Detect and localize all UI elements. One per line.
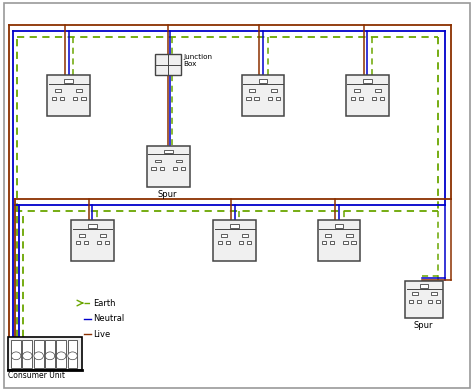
Bar [230, 224, 239, 228]
Circle shape [23, 352, 32, 360]
Circle shape [68, 352, 77, 360]
Bar [346, 234, 353, 237]
Text: Spur: Spur [158, 190, 177, 199]
Text: Neutral: Neutral [93, 314, 125, 323]
Bar [97, 241, 101, 244]
Bar [242, 234, 248, 237]
Bar [218, 241, 222, 244]
Bar [255, 97, 259, 100]
Text: Consumer Unit: Consumer Unit [8, 371, 65, 380]
Bar [88, 224, 97, 228]
Bar [147, 146, 190, 187]
Bar [322, 241, 326, 244]
Bar [350, 97, 355, 100]
Circle shape [45, 352, 55, 360]
Bar [55, 89, 61, 92]
Bar [84, 241, 88, 244]
Bar [47, 75, 90, 116]
Bar [221, 234, 227, 237]
Bar [354, 89, 360, 92]
Bar [82, 97, 85, 100]
Bar [76, 89, 82, 92]
Bar [271, 89, 277, 92]
Bar [105, 241, 109, 244]
Bar [213, 220, 256, 261]
Circle shape [56, 352, 66, 360]
Bar [100, 234, 106, 237]
Bar [155, 54, 181, 75]
Bar [155, 160, 161, 162]
Bar [176, 160, 182, 162]
Bar [372, 97, 376, 100]
Bar [411, 292, 418, 295]
Bar [343, 241, 347, 244]
Bar [52, 97, 56, 100]
Bar [330, 241, 335, 244]
Bar [242, 75, 284, 116]
Bar [409, 300, 413, 303]
Bar [358, 97, 363, 100]
Bar [45, 339, 55, 368]
Bar [363, 79, 372, 83]
Bar [276, 97, 280, 100]
Bar [247, 241, 251, 244]
Bar [159, 167, 164, 170]
Bar [22, 339, 32, 368]
Bar [79, 234, 85, 237]
Bar [259, 79, 267, 83]
Bar [34, 339, 44, 368]
Bar [226, 241, 230, 244]
Bar [346, 75, 389, 116]
Bar [151, 167, 155, 170]
Bar [417, 300, 421, 303]
Bar [380, 97, 384, 100]
Circle shape [11, 352, 21, 360]
Bar [318, 220, 360, 261]
Bar [430, 292, 437, 295]
Bar [405, 281, 443, 317]
Circle shape [34, 352, 44, 360]
Bar [420, 285, 428, 289]
Bar [64, 79, 73, 83]
Text: Live: Live [93, 330, 111, 339]
Bar [246, 97, 250, 100]
Bar [181, 167, 185, 170]
Bar [436, 300, 440, 303]
Bar [11, 339, 21, 368]
Bar [60, 97, 64, 100]
Text: Earth: Earth [93, 298, 116, 308]
Bar [351, 241, 356, 244]
Bar [164, 150, 173, 154]
Bar [325, 234, 331, 237]
Text: Spur: Spur [414, 321, 433, 330]
Bar [267, 97, 272, 100]
Bar [375, 89, 381, 92]
Text: Junction
Box: Junction Box [183, 54, 212, 67]
Bar [239, 241, 243, 244]
Bar [73, 97, 77, 100]
Bar [173, 167, 177, 170]
Bar [428, 300, 432, 303]
Bar [71, 220, 114, 261]
Bar [8, 337, 82, 371]
Bar [335, 224, 343, 228]
Bar [249, 89, 255, 92]
Bar [68, 339, 77, 368]
Bar [56, 339, 66, 368]
Bar [75, 241, 80, 244]
